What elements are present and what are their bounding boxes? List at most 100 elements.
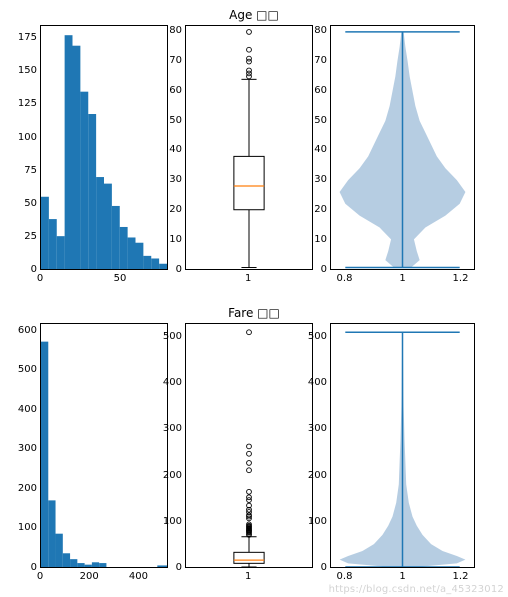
hist-panel-age — [40, 25, 168, 270]
x-tick-label: 0.8 — [335, 571, 355, 582]
outlier — [247, 444, 252, 449]
x-tick-label: 1 — [245, 273, 251, 284]
outlier — [247, 451, 252, 456]
y-tick-label: 400 — [308, 377, 327, 388]
y-tick-label: 400 — [18, 404, 37, 415]
y-tick-label: 0 — [321, 264, 327, 275]
y-tick-label: 400 — [163, 377, 182, 388]
watermark: https://blog.csdn.net/a_45323012 — [329, 584, 504, 595]
y-tick-label: 0 — [321, 562, 327, 573]
y-tick-label: 50 — [169, 115, 182, 126]
y-tick-label: 80 — [314, 25, 327, 36]
hist-bar — [99, 563, 106, 567]
x-tick-label: 1 — [393, 273, 413, 284]
outlier — [247, 489, 252, 494]
y-tick-label: 40 — [169, 144, 182, 155]
y-tick-label: 50 — [314, 115, 327, 126]
hist-bar — [77, 563, 84, 567]
x-tick-label: 50 — [110, 273, 130, 284]
y-tick-label: 175 — [18, 32, 37, 43]
x-tick-label: 0 — [30, 571, 50, 582]
hist-bar — [92, 562, 99, 567]
y-tick-label: 30 — [314, 174, 327, 185]
x-tick-label: 200 — [79, 571, 99, 582]
y-tick-label: 200 — [163, 470, 182, 481]
y-tick-label: 500 — [163, 331, 182, 342]
hist-bar — [128, 237, 136, 269]
y-tick-label: 75 — [24, 165, 37, 176]
y-tick-label: 0 — [176, 264, 182, 275]
y-tick-label: 80 — [169, 25, 182, 36]
hist-bar — [136, 243, 144, 269]
outlier — [247, 461, 252, 466]
y-tick-label: 25 — [24, 231, 37, 242]
box-panel-age — [185, 25, 313, 270]
hist-bar — [48, 500, 55, 567]
title-fare: Fare □□ — [0, 306, 508, 320]
y-tick-label: 100 — [308, 516, 327, 527]
x-tick-label: 400 — [128, 571, 148, 582]
outlier — [247, 468, 252, 473]
outlier — [247, 56, 252, 61]
y-tick-label: 10 — [314, 234, 327, 245]
hist-bar — [104, 184, 112, 269]
y-tick-label: 200 — [308, 470, 327, 481]
hist-bar — [57, 236, 65, 269]
outlier — [247, 30, 252, 35]
box-panel-fare — [185, 323, 313, 568]
hist-bar — [143, 256, 151, 269]
y-tick-label: 500 — [308, 331, 327, 342]
x-tick-label: 1 — [245, 571, 251, 582]
y-tick-label: 50 — [24, 198, 37, 209]
y-tick-label: 125 — [18, 98, 37, 109]
y-tick-label: 300 — [18, 443, 37, 454]
hist-bar — [65, 35, 73, 269]
y-tick-label: 200 — [18, 483, 37, 494]
box — [234, 156, 264, 209]
y-tick-label: 300 — [163, 423, 182, 434]
x-tick-label: 1.2 — [451, 571, 471, 582]
hist-bar — [49, 219, 57, 269]
x-tick-label: 0.8 — [335, 273, 355, 284]
hist-bar — [41, 197, 49, 269]
box — [234, 552, 264, 563]
y-tick-label: 60 — [314, 85, 327, 96]
hist-bar — [73, 46, 81, 269]
y-tick-label: 70 — [169, 55, 182, 66]
y-tick-label: 20 — [169, 204, 182, 215]
hist-bar — [157, 565, 167, 567]
y-tick-label: 40 — [314, 144, 327, 155]
y-tick-label: 100 — [18, 132, 37, 143]
hist-bar — [63, 553, 70, 567]
y-tick-label: 300 — [308, 423, 327, 434]
hist-bar — [88, 114, 96, 269]
x-tick-label: 0 — [30, 273, 50, 284]
y-tick-label: 10 — [169, 234, 182, 245]
hist-bar — [151, 258, 159, 269]
hist-bar — [80, 92, 88, 269]
outlier — [247, 68, 252, 73]
hist-bar — [96, 177, 104, 269]
hist-bar — [120, 227, 128, 269]
hist-bar — [112, 206, 120, 269]
x-tick-label: 1.2 — [451, 273, 471, 284]
y-tick-label: 30 — [169, 174, 182, 185]
y-tick-label: 60 — [169, 85, 182, 96]
y-tick-label: 150 — [18, 65, 37, 76]
violin-panel-age — [330, 25, 475, 270]
hist-bar — [41, 342, 48, 567]
y-tick-label: 20 — [314, 204, 327, 215]
hist-bar — [159, 264, 167, 269]
y-tick-label: 100 — [163, 516, 182, 527]
hist-bar — [56, 534, 63, 567]
y-tick-label: 500 — [18, 364, 37, 375]
y-tick-label: 70 — [314, 55, 327, 66]
hist-bar — [85, 565, 92, 567]
hist-panel-fare — [40, 323, 168, 568]
outlier — [247, 330, 252, 335]
violin-panel-fare — [330, 323, 475, 568]
title-age: Age □□ — [0, 8, 508, 22]
x-tick-label: 1 — [393, 571, 413, 582]
y-tick-label: 600 — [18, 325, 37, 336]
outlier — [247, 47, 252, 52]
